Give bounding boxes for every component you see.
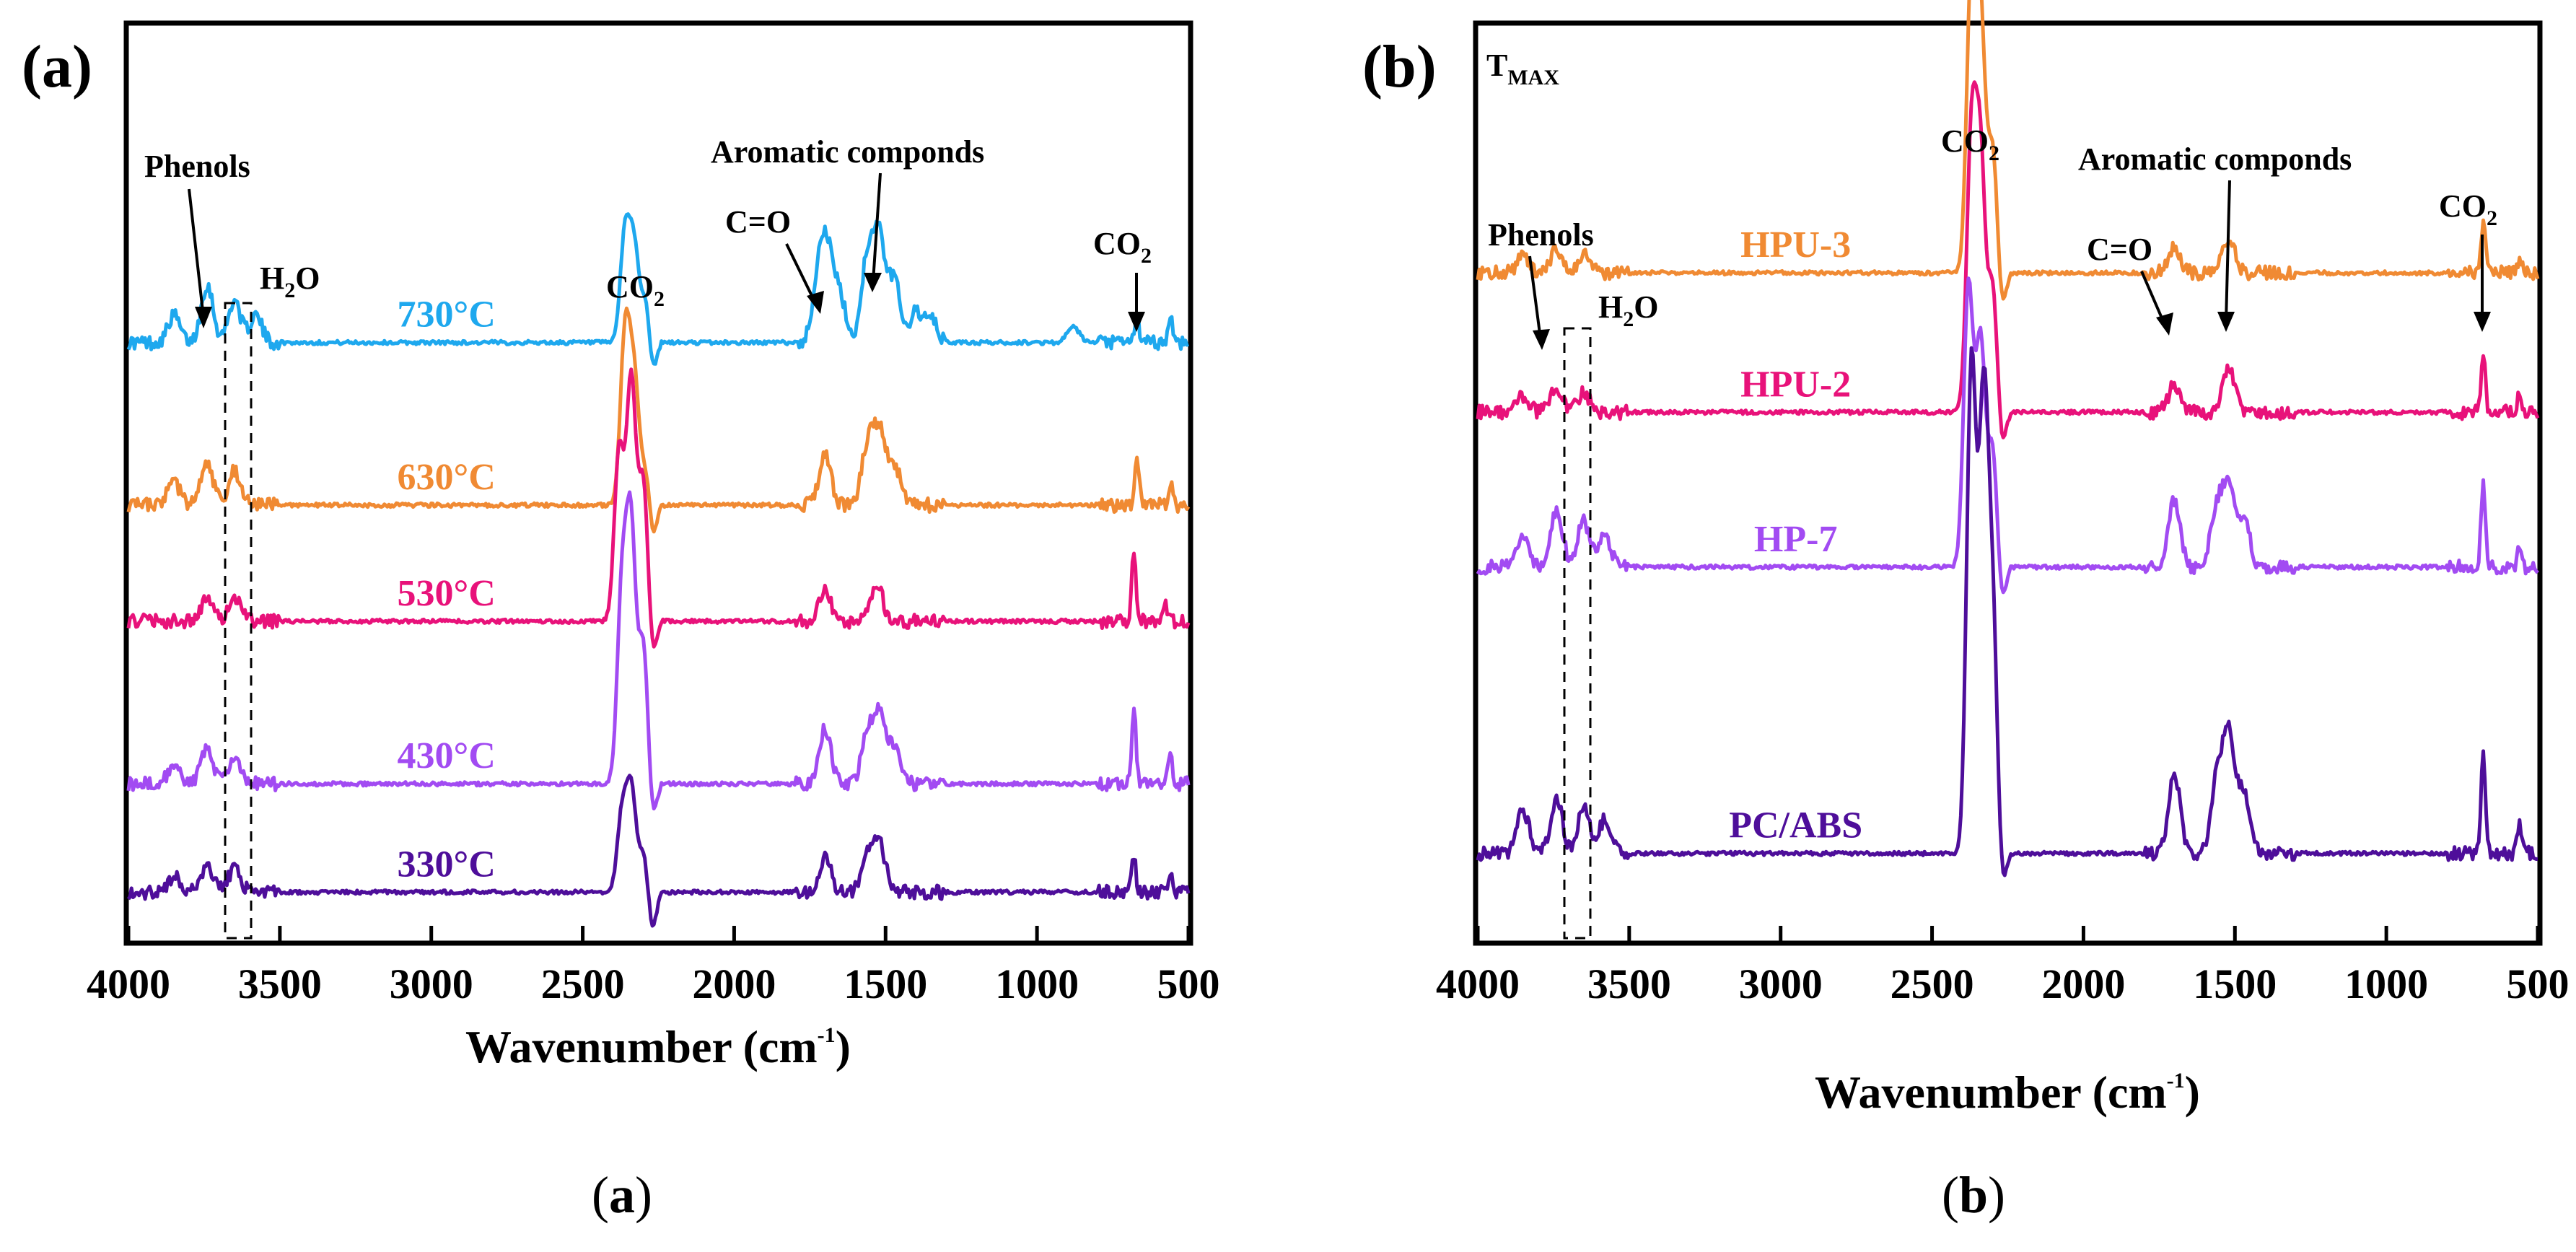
panel-b-phenols-arrowhead: [1533, 329, 1550, 350]
panel-a-aromatic-arrow: [872, 172, 882, 282]
panel-a-series-label: 430°C: [398, 735, 496, 776]
panel-b-x-tick-label: 1000: [2344, 960, 2428, 1007]
panel-a-co2-label: CO2: [606, 269, 665, 311]
panel-a-series-line: [126, 306, 1191, 534]
panel-b-co2-right-label: CO2: [2439, 188, 2497, 230]
panel-b-aromatic-label: Aromatic componds: [2078, 141, 2352, 177]
panel-a-series-line: [126, 367, 1191, 649]
panel-b-series-line: [1476, 80, 2540, 439]
panel-a-co-arrow: [785, 243, 817, 304]
panel-a-phenols-arrow: [188, 188, 205, 318]
panel-a: (a) 4000 3500 3000 2500 2000 1500 1000 500 730°…: [22, 20, 1220, 1224]
panel-b-co2-label: CO2: [1941, 123, 1999, 165]
panel-a-h2o-box: [224, 302, 253, 940]
panel-a-h2o-label: H2O: [260, 261, 320, 302]
panel-a-series-label: 530°C: [398, 573, 496, 614]
panel-b-co-arrowhead: [2156, 312, 2173, 336]
panel-b-series-label: HP-7: [1754, 519, 1838, 560]
panel-a-frame: [123, 20, 1193, 946]
panel-b-series-label: PC/ABS: [1729, 805, 1862, 846]
panel-a-aromatic-label: Aromatic componds: [711, 134, 984, 170]
panel-a-phenols-label: Phenols: [144, 149, 250, 184]
panel-b-series-label: HPU-3: [1740, 224, 1851, 266]
panel-b-series-line: [1476, 346, 2538, 877]
panel-b-series-label: HPU-2: [1740, 364, 1851, 405]
panel-a-x-tick-label: 3000: [390, 960, 473, 1007]
panel-b-x-tick-label: 1500: [2193, 960, 2277, 1007]
panel-b: (b) TMAX 4000 3500 3000 2500 2000 1500 1000 500…: [1362, 0, 2570, 1224]
panel-b-h2o-box: [1563, 327, 1592, 940]
panel-b-phenols-label: Phenols: [1488, 217, 1594, 253]
panel-a-xlabel: Wavenumber (cm-1): [465, 1021, 851, 1072]
panel-a-series-line: [126, 212, 1190, 366]
panel-b-x-tick-label: 4000: [1436, 960, 1520, 1007]
panel-b-series: HPU-3 HPU-2 HP-7 PC/ABS: [1476, 0, 2540, 877]
panel-a-aromatic-arrowhead: [864, 273, 882, 292]
panel-a-co2-right-label: CO2: [1093, 226, 1152, 268]
panel-a-x-tick-label: 2500: [541, 960, 625, 1007]
panel-a-series-label: 630°C: [398, 457, 496, 498]
panel-a-co-arrowhead: [807, 291, 824, 314]
panel-a-x-tick-label: 1000: [995, 960, 1079, 1007]
panel-b-x-tick-label: 2000: [2041, 960, 2125, 1007]
panel-b-title: TMAX: [1486, 48, 1559, 89]
panel-a-caption: (a): [592, 1166, 652, 1224]
panel-a-tag: (a): [22, 33, 92, 100]
panel-b-series-line: [1476, 0, 2540, 301]
panel-a-x-ticks: 4000 3500 3000 2500 2000 1500 1000 500: [87, 926, 1220, 1007]
panel-b-x-tick-label: 2500: [1891, 960, 1974, 1007]
panel-b-phenols-arrow: [1528, 255, 1542, 340]
panel-b-co-label: C=O: [2087, 232, 2152, 267]
panel-a-series-line: [126, 490, 1191, 811]
panel-a-series-label: 730°C: [398, 294, 496, 336]
panel-a-series-line: [126, 774, 1191, 928]
panel-b-x-ticks: 4000 3500 3000 2500 2000 1500 1000 500: [1436, 926, 2570, 1007]
panel-b-x-tick-label: 3000: [1739, 960, 1823, 1007]
panel-b-aromatic-arrow: [2225, 180, 2231, 322]
panel-b-x-tick-label: 500: [2507, 960, 2570, 1007]
panel-a-co-label: C=O: [725, 204, 791, 240]
panel-a-x-tick-label: 1500: [844, 960, 927, 1007]
panel-b-tag: (b): [1362, 33, 1437, 100]
panel-b-series-line: [1476, 276, 2539, 595]
panel-b-x-tick-label: 3500: [1587, 960, 1671, 1007]
panel-a-series: 730°C 630°C 530°C 430°C 330°C: [126, 212, 1191, 928]
panel-b-co2-right-arrowhead: [2474, 312, 2491, 332]
panel-b-h2o-label: H2O: [1598, 289, 1658, 331]
panel-b-caption: (b): [1942, 1166, 2005, 1224]
panel-b-co-arrow: [2140, 271, 2166, 325]
panel-a-x-tick-label: 500: [1157, 960, 1220, 1007]
panel-b-xlabel: Wavenumber (cm-1): [1815, 1067, 2200, 1118]
panel-b-aromatic-arrowhead: [2217, 312, 2235, 332]
panel-a-phenols-arrowhead: [195, 307, 212, 328]
panel-a-x-tick-label: 2000: [692, 960, 776, 1007]
panel-a-x-tick-label: 3500: [238, 960, 322, 1007]
panel-b-frame: [1473, 20, 2543, 946]
panel-a-co2-right-arrowhead: [1128, 312, 1145, 332]
panel-a-x-tick-label: 4000: [87, 960, 170, 1007]
panel-a-series-label: 330°C: [398, 844, 496, 885]
